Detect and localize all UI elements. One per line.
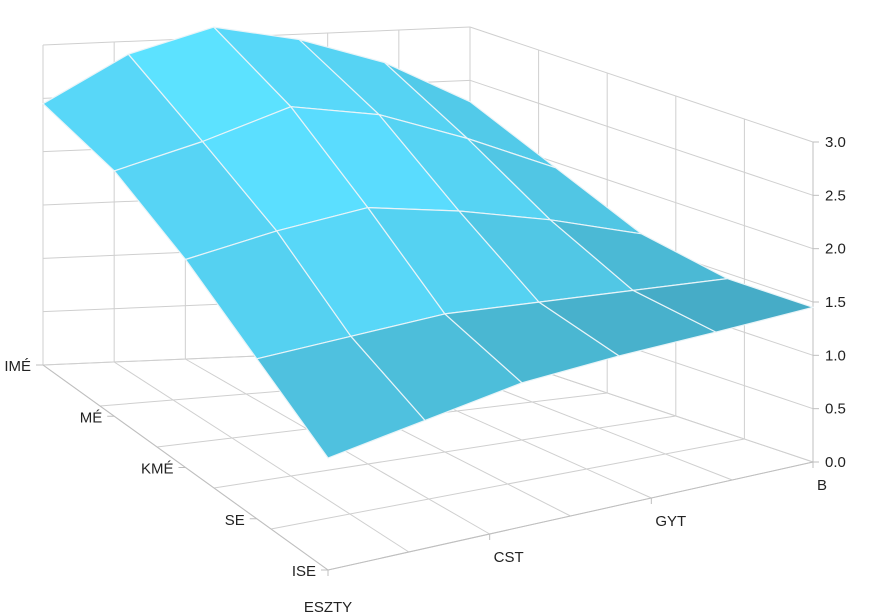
- z-tick-label: 3.0: [825, 134, 846, 151]
- floor-gridline: [213, 415, 676, 489]
- z-tick-label: 2.0: [825, 241, 846, 258]
- surface-plot: [42, 26, 814, 459]
- x-axis-line: [327, 461, 814, 571]
- surface-facet: [632, 278, 814, 333]
- x-tick-label: B: [817, 477, 827, 494]
- z-tick-label: 2.5: [825, 187, 846, 204]
- y-tick-label: KMÉ: [141, 461, 174, 478]
- z-tick-label: 0.0: [825, 454, 846, 471]
- y-tick-label: IMÉ: [4, 358, 31, 375]
- x-tick-label: CST: [494, 549, 524, 566]
- x-tick-label: GYT: [655, 513, 686, 530]
- y-tick-label: MÉ: [80, 409, 103, 426]
- side-wall-gridline: [469, 26, 814, 143]
- z-tick-label: 0.5: [825, 401, 846, 418]
- floor-gridline: [113, 361, 410, 553]
- z-tick-label: 1.0: [825, 347, 846, 364]
- floor-gridline: [270, 438, 745, 530]
- x-tick-label: ESZTY: [304, 599, 352, 616]
- y-tick-label: SE: [225, 512, 245, 529]
- z-tick-label: 1.5: [825, 294, 846, 311]
- tick-labels: 0.0 0.5 1.0 1.5 2.0 2.5 3.0 IMÉ MÉ KMÉ SE ISE ESZTY C…: [4, 134, 846, 616]
- side-wall-gridline: [469, 79, 814, 196]
- y-tick-label: ISE: [292, 563, 316, 580]
